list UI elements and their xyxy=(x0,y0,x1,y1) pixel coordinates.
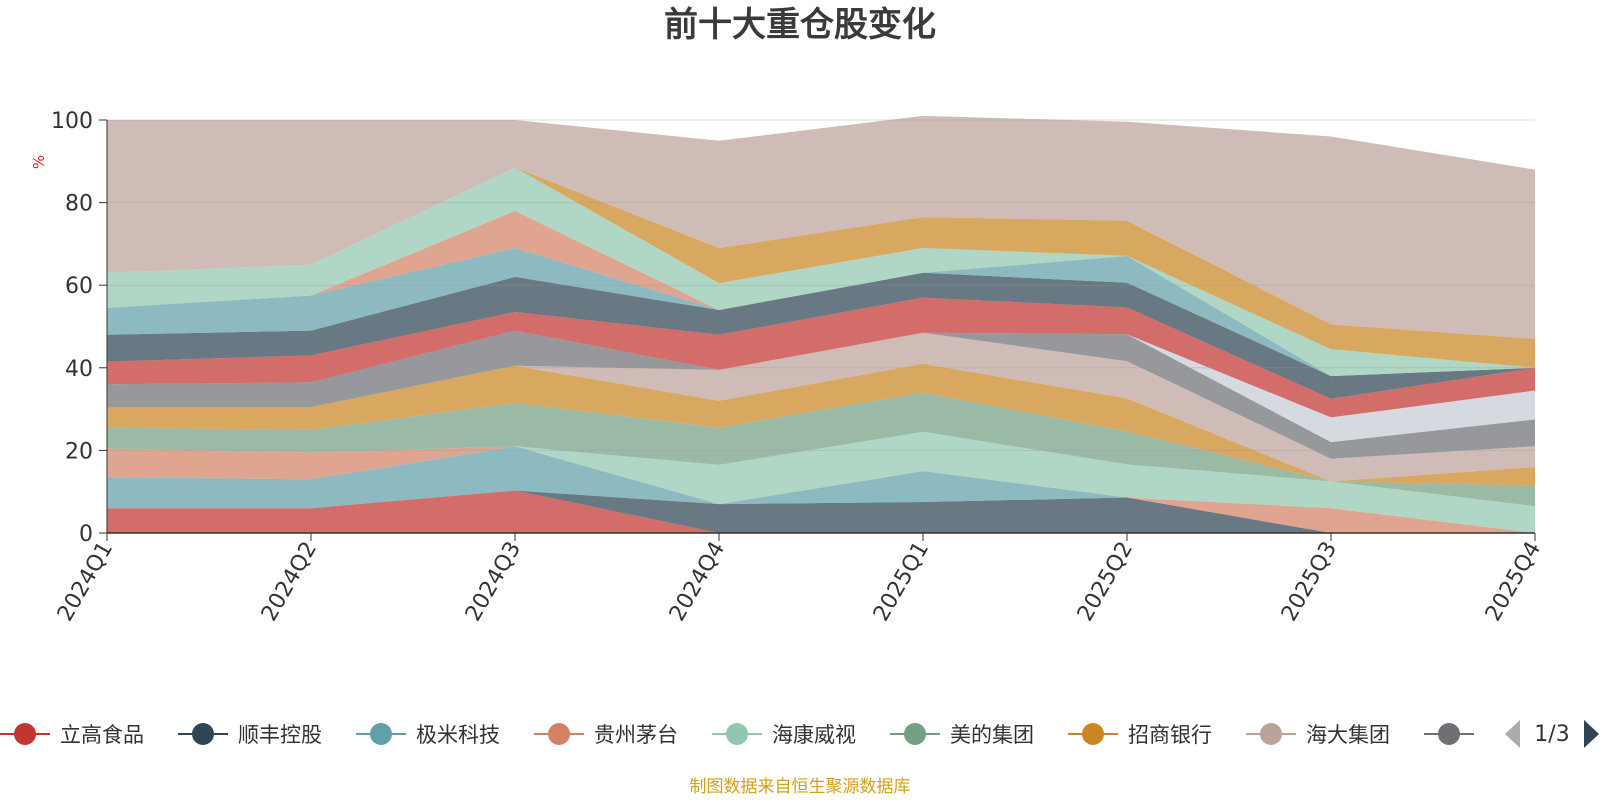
legend-label-8: 平 xyxy=(1484,723,1505,747)
y-tick-label-20: 20 xyxy=(65,439,93,464)
source-note: 制图数据来自恒生聚源数据库 xyxy=(690,777,911,797)
area-series-8[interactable] xyxy=(107,330,1535,459)
legend-item-顺丰控股[interactable]: 顺丰控股 xyxy=(178,723,322,747)
legend-item-立高食品[interactable]: 立高食品 xyxy=(0,723,144,747)
area-series-11[interactable] xyxy=(107,272,1535,399)
legend-item-贵州茅台[interactable]: 贵州茅台 xyxy=(534,723,678,747)
area-series-10[interactable] xyxy=(107,297,1535,418)
area-series-9[interactable] xyxy=(107,330,1535,443)
legend-pager: 1/3 xyxy=(1505,720,1599,748)
legend-item-海大集团[interactable]: 海大集团 xyxy=(1246,723,1390,747)
legend-marker-7 xyxy=(1260,723,1282,745)
legend-marker-0 xyxy=(14,723,36,745)
area-series-12[interactable] xyxy=(107,248,1535,377)
area-series-2[interactable] xyxy=(107,446,1535,533)
legend-item-平[interactable]: 平 xyxy=(1424,723,1505,747)
legend-item-招商银行[interactable]: 招商银行 xyxy=(1068,723,1212,747)
legend-item-美的集团[interactable]: 美的集团 xyxy=(890,723,1034,747)
legend-label-4: 海康威视 xyxy=(772,723,856,747)
legend-item-极米科技[interactable]: 极米科技 xyxy=(356,723,500,747)
y-tick-label-80: 80 xyxy=(65,192,93,217)
area-series-0[interactable] xyxy=(107,490,1535,534)
legend-label-5: 美的集团 xyxy=(950,723,1034,747)
area-series-15[interactable] xyxy=(107,167,1535,368)
y-axis-label: % xyxy=(30,155,48,169)
legend-item-海康威视[interactable]: 海康威视 xyxy=(712,723,856,747)
legend-label-7: 海大集团 xyxy=(1306,723,1390,747)
x-tick-label-2025Q1: 2025Q1 xyxy=(869,538,934,626)
legend-label-2: 极米科技 xyxy=(416,723,500,747)
y-tick-label-40: 40 xyxy=(65,357,93,382)
legend-items: 立高食品 顺丰控股 极米科技 贵州茅台 海康威视 美的集团 招商银行 海大集团 平 xyxy=(0,723,1505,747)
area-series-14[interactable] xyxy=(107,167,1535,377)
y-tick-label-0: 0 xyxy=(79,522,93,547)
legend-marker-2 xyxy=(370,723,392,745)
y-tick-label-60: 60 xyxy=(65,274,93,299)
legend-marker-6 xyxy=(1082,723,1104,745)
area-series-13[interactable] xyxy=(107,210,1535,377)
x-tick-label-2025Q3: 2025Q3 xyxy=(1277,538,1342,626)
legend-label-3: 贵州茅台 xyxy=(594,723,678,747)
x-tick-label-2024Q1: 2024Q1 xyxy=(53,538,118,626)
legend-marker-8 xyxy=(1438,723,1460,745)
legend-label-6: 招商银行 xyxy=(1128,723,1212,747)
area-series-3[interactable] xyxy=(107,446,1535,533)
gridlines xyxy=(107,119,1535,451)
area-series-16[interactable] xyxy=(107,115,1535,339)
area-series-4[interactable] xyxy=(107,431,1535,533)
x-tick-label-2025Q4: 2025Q4 xyxy=(1481,538,1546,626)
legend-page-indicator: 1/3 xyxy=(1534,722,1569,747)
area-series-5[interactable] xyxy=(107,392,1535,507)
legend-marker-5 xyxy=(904,723,926,745)
legend-marker-4 xyxy=(726,723,748,745)
x-tick-label-2024Q3: 2024Q3 xyxy=(461,538,526,626)
area-series-1[interactable] xyxy=(107,490,1535,534)
x-tick-label-2024Q4: 2024Q4 xyxy=(665,538,730,626)
x-tick-label-2025Q2: 2025Q2 xyxy=(1073,538,1138,626)
legend-label-1: 顺丰控股 xyxy=(238,723,322,747)
legend-next-icon[interactable] xyxy=(1584,720,1599,748)
area-layers xyxy=(107,115,1535,534)
chart-title: 前十大重仓股变化 xyxy=(664,5,936,45)
area-series-7[interactable] xyxy=(107,332,1535,482)
legend-prev-icon[interactable] xyxy=(1505,720,1520,748)
legend-marker-1 xyxy=(192,723,214,745)
area-series-6[interactable] xyxy=(107,363,1535,486)
x-tick-label-2024Q2: 2024Q2 xyxy=(257,538,322,626)
legend: 立高食品 顺丰控股 极米科技 贵州茅台 海康威视 美的集团 招商银行 海大集团 平 xyxy=(0,723,1505,747)
legend-marker-3 xyxy=(548,723,570,745)
legend-label-0: 立高食品 xyxy=(60,723,144,747)
y-tick-label-100: 100 xyxy=(51,109,93,134)
